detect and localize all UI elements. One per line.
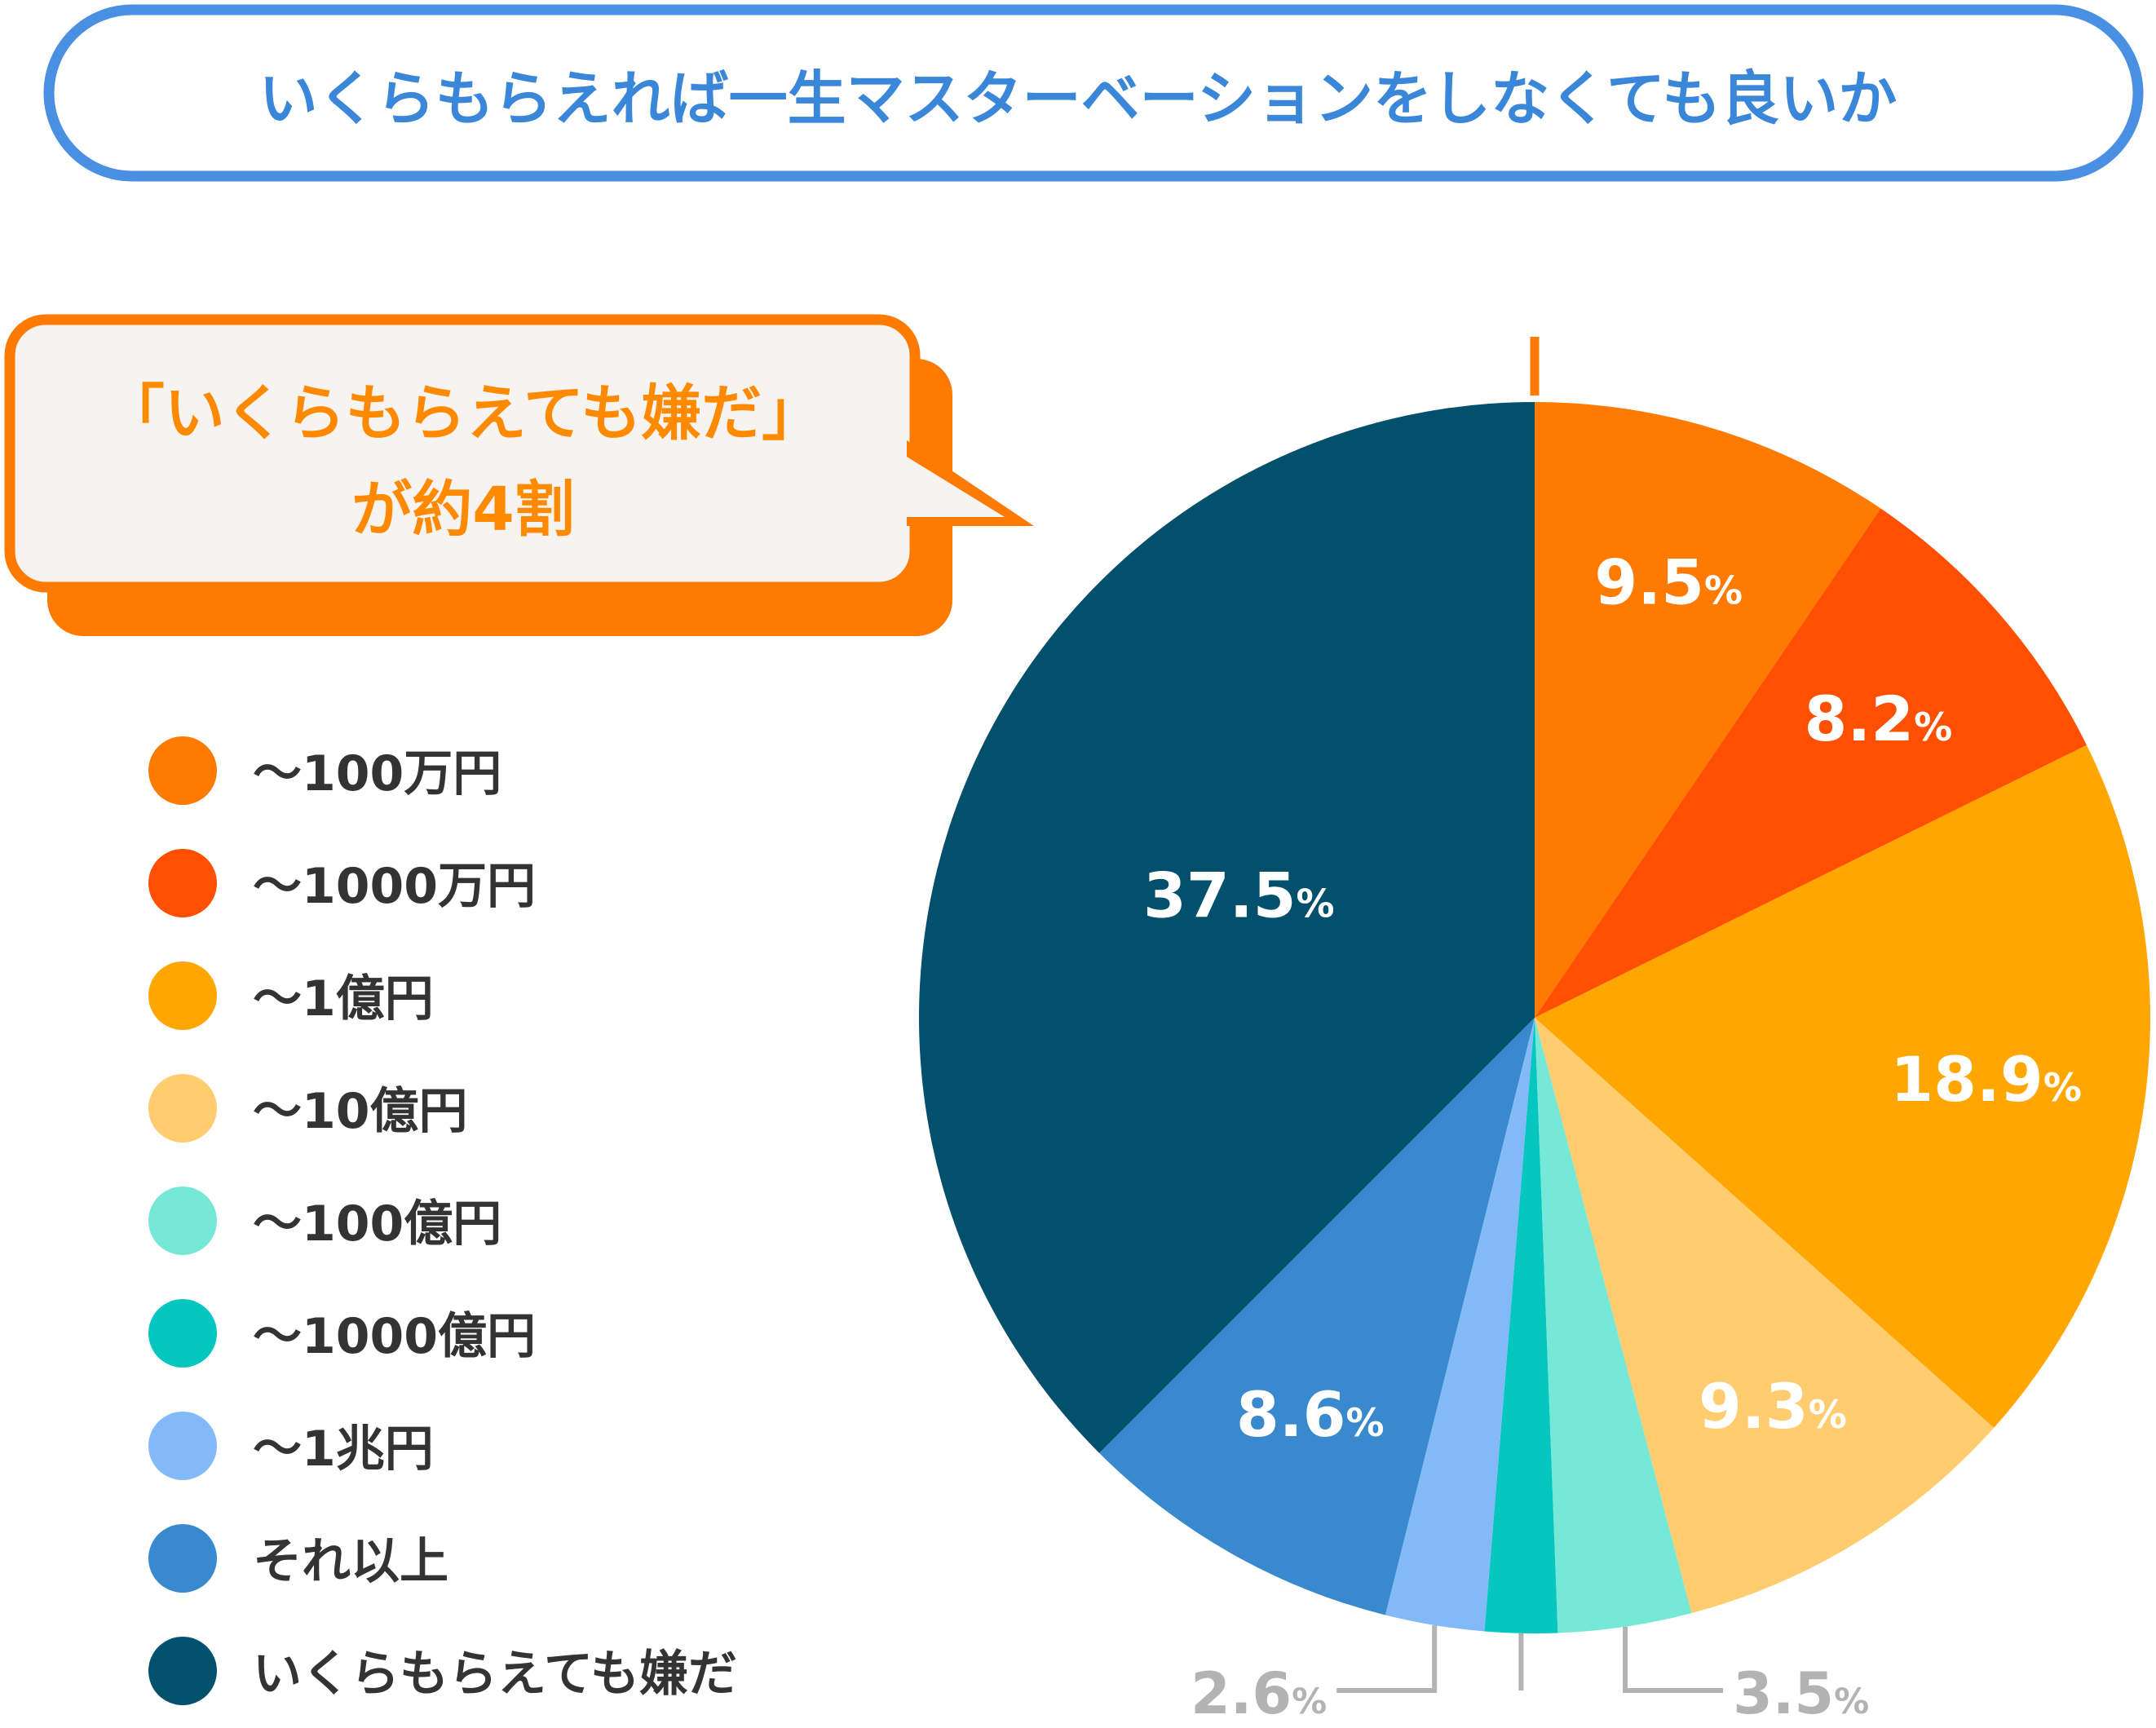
slice-1	[1535, 402, 1881, 1018]
title-box	[43, 4, 2144, 182]
legend-label-3: 〜1億円	[253, 970, 434, 1028]
callout-bubble: 「いくらもらえても嫌だ」 が約4割	[4, 314, 1034, 636]
slice-2	[1535, 508, 2087, 1018]
legend-swatch-9	[148, 1637, 217, 1705]
slice-7	[1385, 1018, 1535, 1632]
legend-swatch-5	[148, 1187, 217, 1255]
legend-swatch-2	[148, 849, 217, 917]
legend-label-2: 〜1000万円	[253, 858, 536, 915]
legend-label-9: いくらもらえても嫌だ	[253, 1646, 737, 1703]
legend: 〜100万円〜1000万円〜1億円〜10億円〜100億円〜1000億円〜1兆円そ…	[148, 736, 737, 1705]
slice-6	[1484, 1018, 1558, 1633]
slice-label-8: 8.6%	[1236, 1378, 1385, 1451]
slice-label-5: 3.5%	[1733, 1660, 1869, 1727]
leader-line-7	[1336, 1624, 1438, 1693]
legend-swatch-7	[148, 1412, 217, 1480]
callout-line-1: 「いくらもらえても嫌だ」	[104, 378, 823, 449]
legend-swatch-8	[148, 1524, 217, 1593]
leader-lines	[1336, 1624, 1724, 1693]
leader-line-5	[1623, 1626, 1724, 1693]
legend-label-1: 〜100万円	[253, 745, 501, 802]
legend-label-6: 〜1000億円	[253, 1308, 536, 1365]
callout-line-2: が約4割	[351, 475, 575, 545]
slice-label-4: 9.3%	[1699, 1370, 1847, 1443]
slice-3	[1535, 745, 2150, 1428]
slice-label-3: 18.9%	[1890, 1043, 2082, 1116]
legend-label-7: 〜1兆円	[253, 1421, 434, 1478]
legend-swatch-1	[148, 736, 217, 805]
legend-label-8: それ以上	[253, 1533, 448, 1590]
slice-label-1: 9.5%	[1594, 546, 1743, 619]
slice-label-2: 8.2%	[1805, 683, 1953, 755]
chart-title: いくらもらえれば一生マスターベーションをしなくても良いか	[259, 64, 1898, 133]
slice-8	[1099, 1018, 1535, 1615]
slice-9	[919, 401, 1535, 1453]
slice-4	[1535, 1018, 1995, 1614]
pie-slices	[919, 401, 2150, 1633]
legend-label-4: 〜10億円	[253, 1083, 468, 1140]
legend-swatch-3	[148, 961, 217, 1030]
legend-swatch-4	[148, 1074, 217, 1142]
slice-label-6: 1.9%	[1453, 1719, 1589, 1728]
legend-swatch-6	[148, 1299, 217, 1368]
slice-label-9: 37.5%	[1143, 859, 1335, 931]
legend-label-5: 〜100億円	[253, 1195, 501, 1253]
slice-5	[1535, 1018, 1692, 1633]
slice-label-7: 2.6%	[1191, 1660, 1327, 1727]
pie-labels: 9.5% 8.2% 18.9% 9.3% 3.5% 1.9% 2.6% 8.6% 37.5%	[1143, 546, 2082, 1728]
